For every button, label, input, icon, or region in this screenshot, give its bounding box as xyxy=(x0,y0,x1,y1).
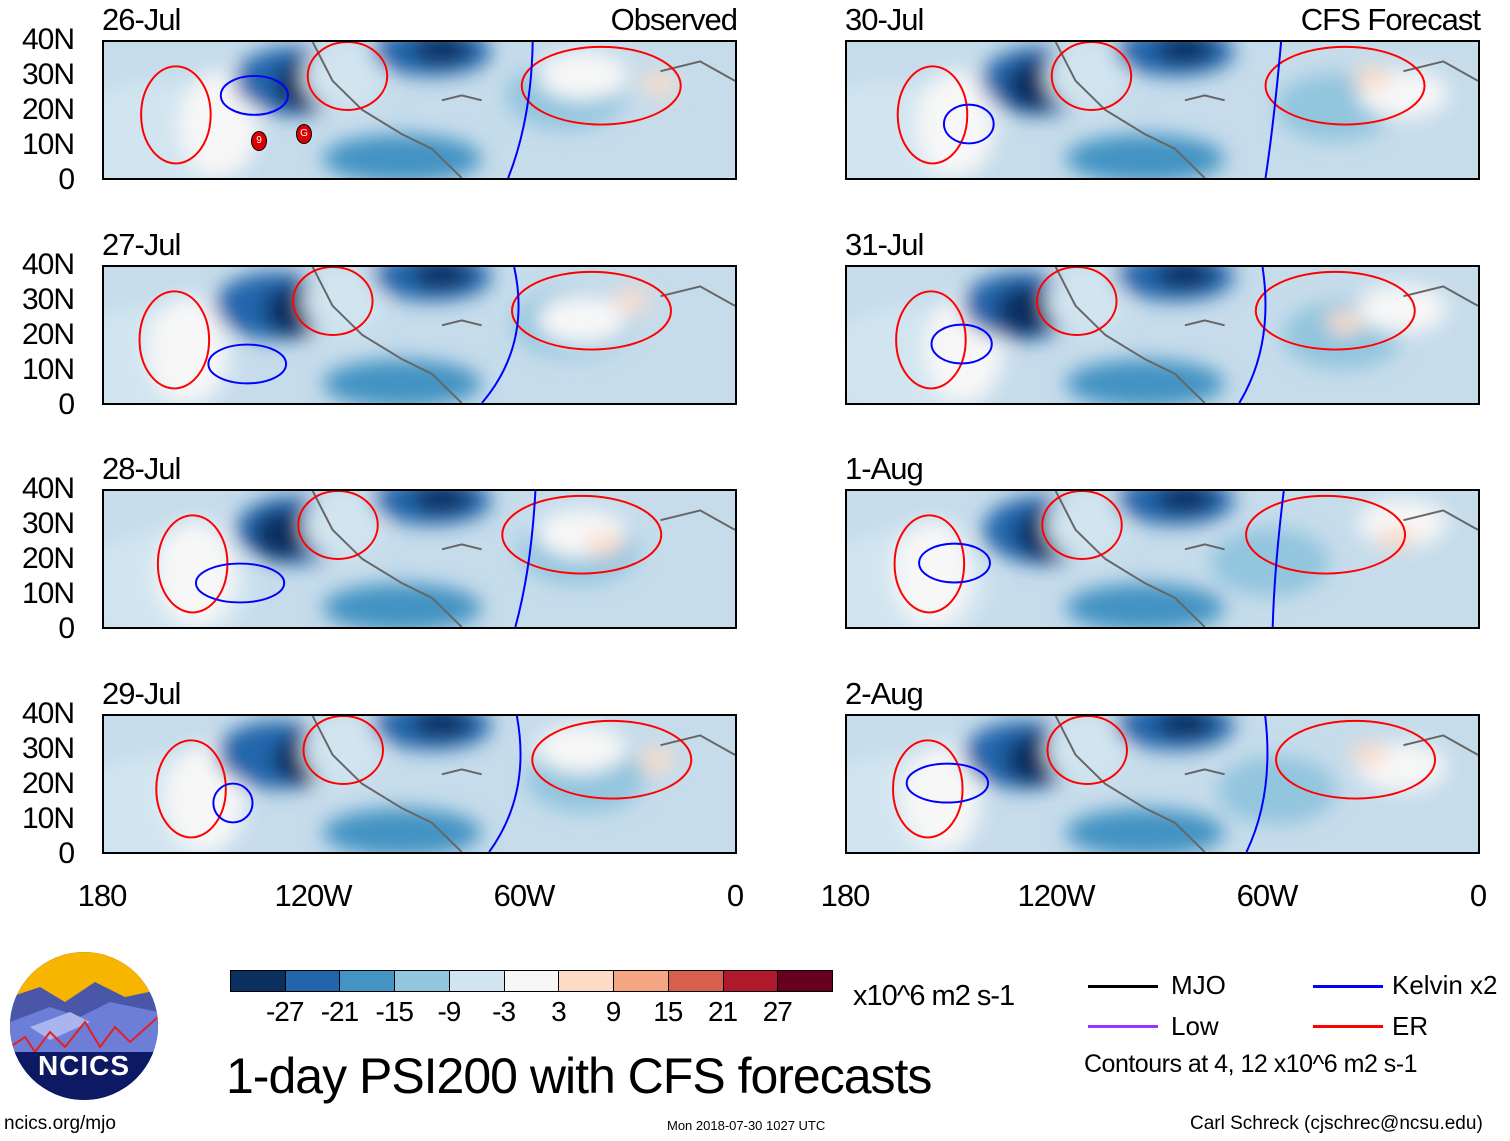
lon-label: 120W xyxy=(1017,878,1096,913)
legend-low-label: Low xyxy=(1171,1011,1219,1041)
lat-label: 0 xyxy=(58,837,75,870)
lat-label: 20N xyxy=(21,93,75,126)
lon-label: 180 xyxy=(77,878,128,913)
lat-label: 40N xyxy=(21,248,75,281)
colorbar-swatch xyxy=(558,970,615,992)
lat-label: 40N xyxy=(21,472,75,505)
lon-label: 60W xyxy=(1236,878,1299,913)
lon-label: 60W xyxy=(493,878,556,913)
legend-er-line xyxy=(1313,1025,1383,1028)
panel-date: 27-Jul xyxy=(102,227,181,262)
contours-note: Contours at 4, 12 x10^6 m2 s-1 xyxy=(1084,1050,1418,1078)
colorbar-swatch xyxy=(777,970,833,992)
footer-author: Carl Schreck (cjschrec@ncsu.edu) xyxy=(1190,1113,1483,1134)
map-panel xyxy=(102,40,737,180)
lat-label: 10N xyxy=(21,128,75,161)
map-panel xyxy=(845,40,1480,180)
panel-date: 1-Aug xyxy=(845,451,924,486)
colorbar-swatch xyxy=(394,970,450,992)
colorbar-tick-label: 3 xyxy=(551,996,567,1027)
map-panel xyxy=(845,714,1480,854)
colorbar-swatch xyxy=(448,970,505,992)
lat-label: 20N xyxy=(21,318,75,351)
lat-label: 10N xyxy=(21,577,75,610)
panel-date: 30-Jul xyxy=(845,2,924,37)
lat-label: 30N xyxy=(21,732,75,765)
lon-label: 0 xyxy=(1469,878,1487,913)
colorbar-tick-label: 21 xyxy=(707,996,738,1027)
legend-kelvin-label: Kelvin x2 xyxy=(1392,970,1498,1000)
colorbar-tick-label: -15 xyxy=(375,996,413,1027)
colorbar-tick-label: -3 xyxy=(492,996,516,1027)
lon-label: 120W xyxy=(274,878,353,913)
colorbar-units: x10^6 m2 s-1 xyxy=(853,980,1015,1012)
legend-mjo-label: MJO xyxy=(1171,970,1226,1000)
lat-label: 20N xyxy=(21,542,75,575)
lat-label: 0 xyxy=(58,388,75,421)
colorbar-tick-label: 9 xyxy=(605,996,622,1027)
map-panel xyxy=(102,265,737,405)
legend-low-line xyxy=(1088,1025,1158,1028)
panel-date: 2-Aug xyxy=(845,676,924,711)
panel-date: 29-Jul xyxy=(102,676,181,711)
panel-date: 28-Jul xyxy=(102,451,181,486)
colorbar-swatch xyxy=(613,970,669,992)
colorbar-swatch xyxy=(722,970,779,992)
colorbar-tick-label: -9 xyxy=(437,996,461,1027)
legend-mjo-line xyxy=(1088,985,1158,988)
footer-url[interactable]: ncics.org/mjo xyxy=(4,1113,116,1134)
colorbar-tick-label: 15 xyxy=(653,996,683,1027)
lat-label: 20N xyxy=(21,767,75,800)
lat-label: 10N xyxy=(21,353,75,386)
map-panel xyxy=(845,265,1480,405)
colorbar-swatch xyxy=(503,970,560,992)
map-panel xyxy=(102,489,737,629)
panel-date: 31-Jul xyxy=(845,227,924,262)
logo-text: NCICS xyxy=(37,1050,131,1081)
lat-label: 30N xyxy=(21,58,75,91)
colorbar-tick-label: -21 xyxy=(320,996,359,1027)
panel-source-label: CFS Forecast xyxy=(1300,2,1481,37)
colorbar-swatch xyxy=(339,970,396,992)
colorbar-tick-label: 27 xyxy=(762,996,793,1027)
tropical-storm-icon: G xyxy=(296,124,312,144)
lat-label: 30N xyxy=(21,283,75,316)
map-panel xyxy=(102,714,737,854)
map-panel xyxy=(845,489,1480,629)
panel-source-label: Observed xyxy=(610,2,738,37)
colorbar-swatch xyxy=(667,970,724,992)
panel-date: 26-Jul xyxy=(102,2,181,37)
figure-title: 1-day PSI200 with CFS forecasts xyxy=(226,1048,932,1104)
colorbar-swatch xyxy=(284,970,341,992)
legend-kelvin-line xyxy=(1313,985,1383,988)
lon-label: 180 xyxy=(820,878,871,913)
lon-label: 0 xyxy=(726,878,744,913)
footer-timestamp: Mon 2018-07-30 1027 UTC xyxy=(667,1118,826,1133)
lat-label: 10N xyxy=(21,802,75,835)
lat-label: 40N xyxy=(21,697,75,730)
tropical-storm-icon: 9 xyxy=(251,131,267,151)
colorbar-swatch xyxy=(230,970,286,992)
lat-label: 40N xyxy=(21,23,75,56)
lat-label: 30N xyxy=(21,507,75,540)
colorbar-tick-label: -27 xyxy=(265,996,304,1027)
lat-label: 0 xyxy=(58,612,75,645)
ncics-logo: NCICS xyxy=(10,952,158,1100)
legend-er-label: ER xyxy=(1392,1011,1429,1041)
lat-label: 0 xyxy=(58,163,75,196)
